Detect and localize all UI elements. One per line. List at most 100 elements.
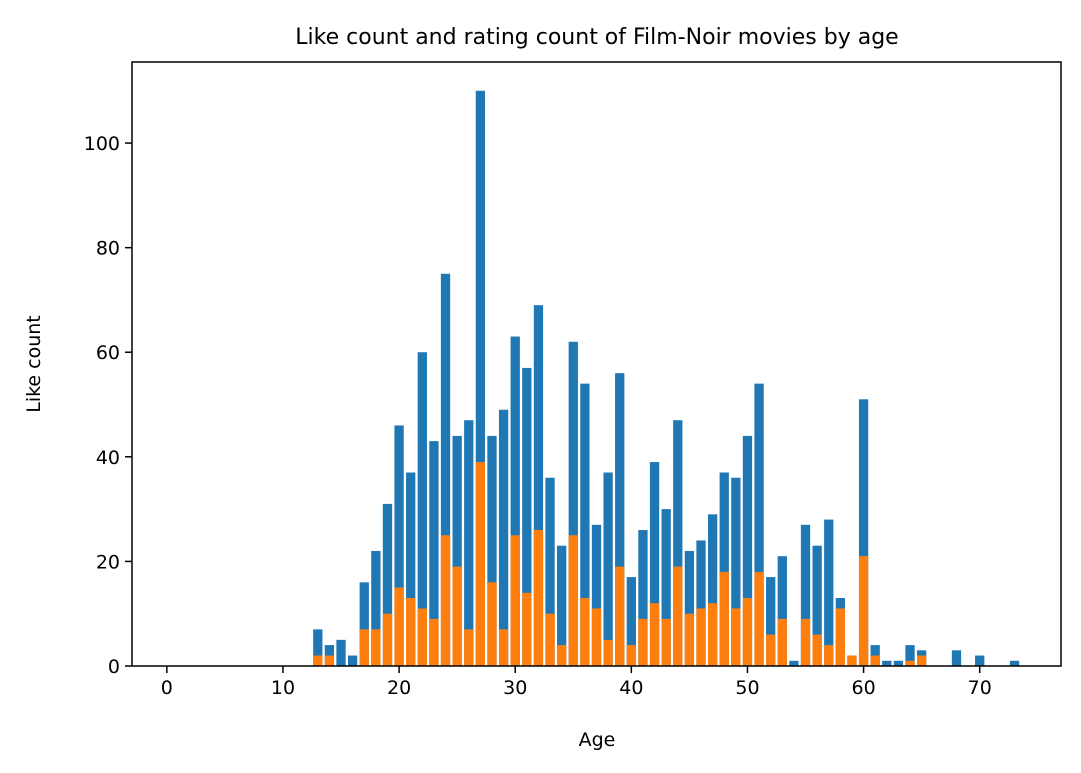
bar-series1-age-45 — [684, 550, 695, 666]
bar-series1-age-23 — [429, 441, 439, 666]
bar-series1-age-43 — [661, 509, 671, 666]
bar-series2-age-21 — [406, 598, 416, 666]
bar-series1-age-56 — [812, 545, 822, 666]
bar-series1-age-27 — [475, 90, 486, 666]
y-tick-label: 100 — [84, 133, 120, 155]
bar-series2-age-65 — [917, 655, 927, 666]
bar-series2-age-27 — [475, 462, 486, 666]
y-tick-label: 80 — [96, 238, 120, 260]
bar-series2-age-26 — [464, 629, 474, 666]
bar-series1-age-29 — [498, 409, 509, 666]
bar-series1-age-44 — [673, 420, 683, 666]
bar-series2-age-61 — [870, 655, 880, 666]
bar-series2-age-36 — [580, 598, 590, 666]
bar-series1-age-49 — [731, 477, 741, 666]
bar-series1-age-60 — [858, 399, 869, 666]
bar-series2-age-48 — [719, 571, 729, 666]
bar-series2-age-40 — [626, 645, 636, 666]
x-tick-label: 70 — [968, 677, 992, 699]
bar-series2-age-31 — [522, 592, 532, 666]
bar-series2-age-14 — [324, 655, 335, 666]
x-tick-label: 0 — [161, 677, 173, 699]
bar-series2-age-64 — [905, 660, 915, 666]
x-tick-label: 30 — [503, 677, 527, 699]
bar-series2-age-44 — [673, 566, 683, 666]
bar-series1-age-62 — [882, 660, 892, 666]
bar-series2-age-37 — [591, 608, 602, 666]
bar-series2-age-49 — [731, 608, 741, 666]
bar-series2-age-47 — [707, 603, 718, 666]
bar-series2-age-50 — [742, 598, 753, 666]
bar-series2-age-46 — [696, 608, 706, 666]
x-tick-label: 60 — [851, 677, 875, 699]
bar-series2-age-20 — [394, 587, 404, 666]
bar-series2-age-24 — [440, 535, 451, 666]
y-tick-label: 20 — [96, 551, 120, 573]
bar-series1-age-57 — [824, 519, 834, 666]
bar-series2-age-34 — [557, 645, 567, 666]
bar-series1-age-37 — [591, 524, 602, 666]
bar-series2-age-58 — [835, 608, 846, 666]
bar-series2-age-41 — [638, 618, 648, 666]
bar-series2-age-28 — [487, 582, 497, 666]
x-axis: 0 10 20 30 40 50 60 70 — [161, 666, 992, 699]
x-tick-label: 40 — [619, 677, 643, 699]
bar-series1-age-22 — [417, 352, 427, 666]
bar-series1-age-36 — [580, 383, 590, 666]
bar-series1-age-16 — [347, 655, 358, 666]
bar-series2-age-32 — [533, 530, 544, 666]
bar-series1-age-15 — [336, 639, 346, 666]
bars-layer — [313, 90, 1020, 666]
bar-series1-age-55 — [800, 524, 811, 666]
bar-series1-age-40 — [626, 577, 636, 666]
bar-series1-age-34 — [557, 545, 567, 666]
y-axis: 0 20 40 60 80 100 — [84, 133, 132, 678]
y-axis-label: Like count — [23, 315, 45, 413]
bar-series1-age-24 — [440, 273, 451, 666]
bar-series1-age-50 — [742, 435, 753, 666]
bar-series2-age-60 — [858, 556, 869, 666]
x-axis-label: Age — [579, 729, 616, 751]
chart-title: Like count and rating count of Film-Noir… — [295, 25, 898, 50]
bar-series2-age-43 — [661, 618, 671, 666]
bar-series2-age-30 — [510, 535, 520, 666]
y-tick-label: 0 — [108, 656, 120, 678]
bar-series2-age-59 — [847, 655, 857, 666]
y-tick-label: 40 — [96, 447, 120, 469]
bar-series1-age-38 — [603, 472, 613, 666]
bar-series2-age-38 — [603, 639, 613, 666]
plot-frame — [131, 61, 1062, 667]
bar-series1-age-25 — [452, 435, 462, 666]
bar-series1-age-68 — [951, 650, 962, 666]
bar-series1-age-51 — [754, 383, 764, 666]
x-tick-label: 50 — [735, 677, 759, 699]
bar-series1-age-18 — [371, 550, 381, 666]
bar-series1-age-32 — [533, 305, 544, 666]
bar-series2-age-19 — [382, 613, 393, 666]
bar-series2-age-42 — [649, 603, 660, 666]
bar-series2-age-56 — [812, 634, 822, 666]
bar-series1-age-54 — [789, 660, 799, 666]
bar-series1-age-39 — [615, 373, 625, 666]
bar-series1-age-52 — [766, 577, 776, 666]
bar-series2-age-29 — [498, 629, 509, 666]
bar-series2-age-17 — [359, 629, 369, 666]
bar-series2-age-57 — [824, 645, 834, 666]
bar-series1-age-46 — [696, 540, 706, 666]
bar-series1-age-64 — [905, 645, 915, 666]
x-tick-label: 20 — [387, 677, 411, 699]
bar-series1-age-47 — [707, 514, 718, 666]
bar-series1-age-17 — [359, 582, 369, 666]
bar-series2-age-13 — [313, 655, 323, 666]
bar-series2-age-55 — [800, 618, 811, 666]
bar-series1-age-20 — [394, 425, 404, 666]
bar-series1-age-63 — [893, 660, 904, 666]
bar-series1-age-13 — [313, 629, 323, 666]
bar-series1-age-73 — [1009, 660, 1020, 666]
bar-series2-age-35 — [568, 535, 578, 666]
bar-series2-age-25 — [452, 566, 462, 666]
bar-series1-age-35 — [568, 341, 578, 666]
bar-series1-age-21 — [406, 472, 416, 666]
bar-series2-age-18 — [371, 629, 381, 666]
